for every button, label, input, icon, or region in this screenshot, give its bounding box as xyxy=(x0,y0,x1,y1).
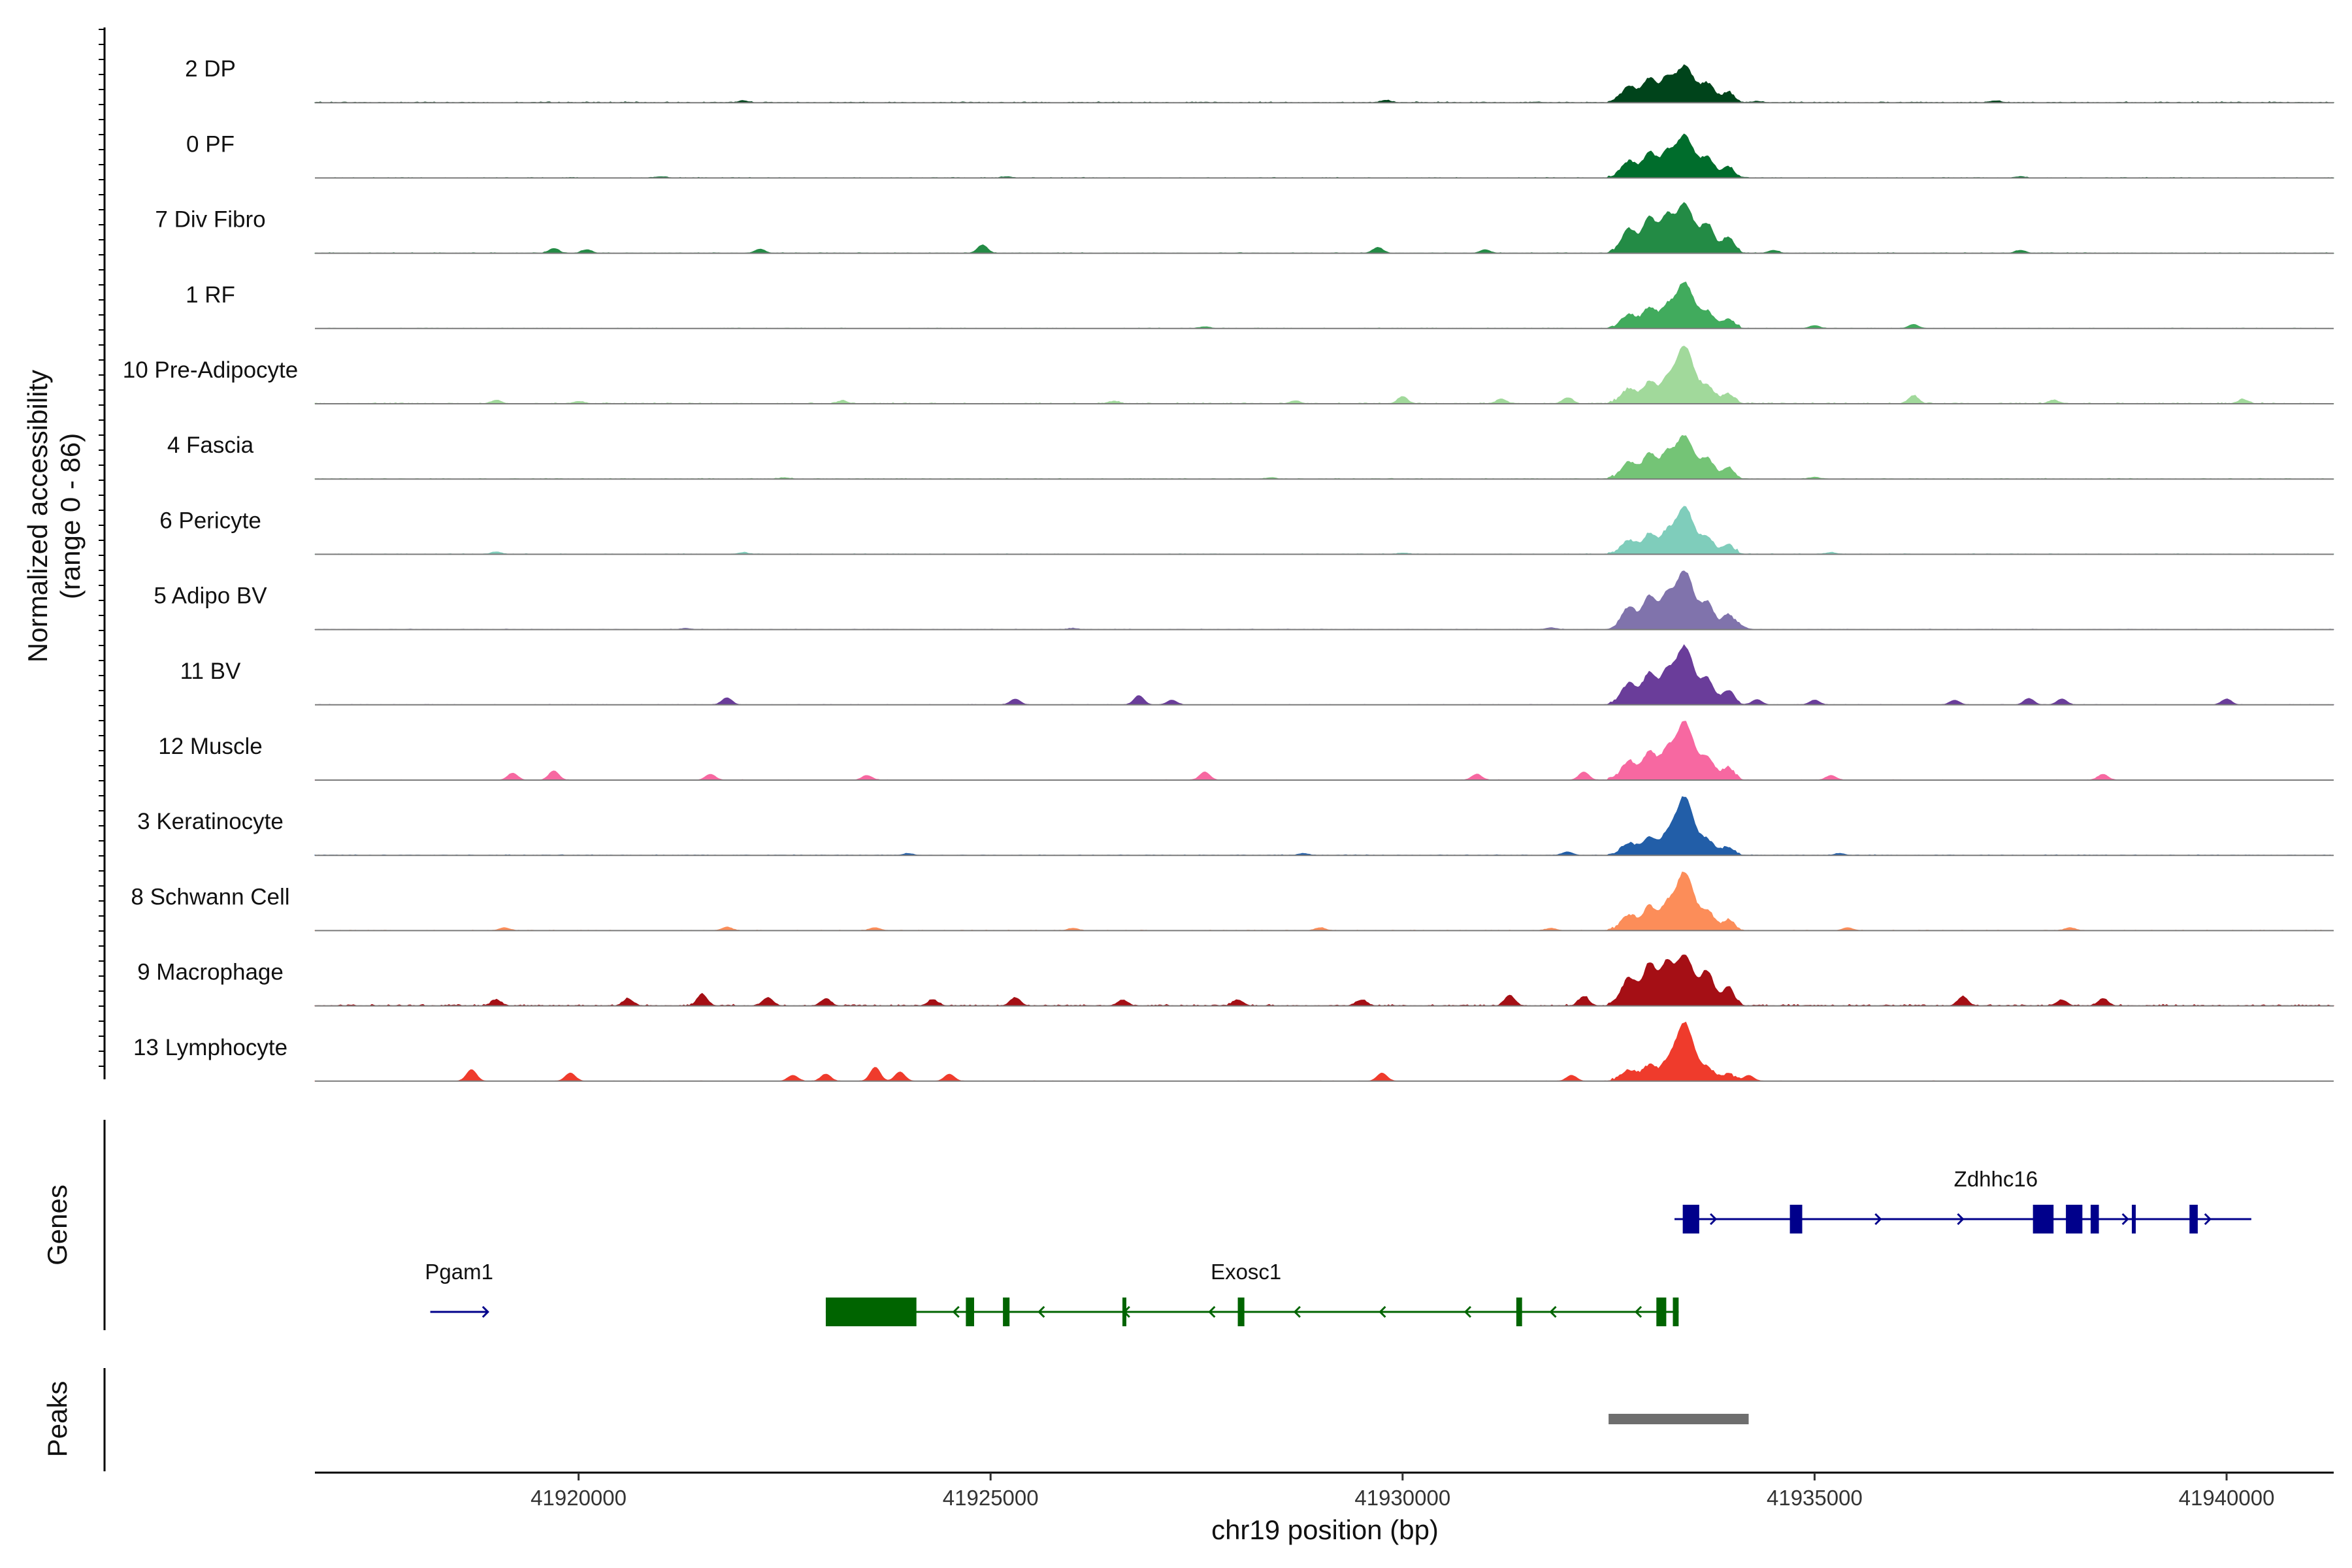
exon xyxy=(1789,1205,1803,1233)
gene-label: Exosc1 xyxy=(1211,1260,1281,1284)
track-6-pericyte: 6 Pericyte xyxy=(159,506,2334,555)
strand-chevron xyxy=(1874,1213,1882,1226)
track-label: 7 Div Fibro xyxy=(155,207,265,233)
gene-exosc1: Exosc1 xyxy=(825,1260,1679,1326)
strand-chevron xyxy=(1549,1305,1557,1318)
track-1-rf: 1 RF xyxy=(186,281,2334,329)
track-13-lymphocyte: 13 Lymphocyte xyxy=(133,1021,2334,1082)
x-tick-label: 41920000 xyxy=(531,1486,627,1510)
track-9-macrophage: 9 Macrophage xyxy=(137,954,2334,1007)
track-label: 0 PF xyxy=(186,131,235,157)
gene-pgam1: Pgam1 xyxy=(425,1260,493,1318)
strand-chevron xyxy=(482,1305,489,1318)
strand-chevron xyxy=(1293,1305,1301,1318)
strand-chevron xyxy=(1710,1213,1718,1226)
track-label: 8 Schwann Cell xyxy=(131,884,289,909)
track-10-pre-adipocyte: 10 Pre-Adipocyte xyxy=(123,346,2334,404)
strand-chevron xyxy=(1037,1305,1045,1318)
track-label: 2 DP xyxy=(185,56,236,82)
track-7-div-fibro: 7 Div Fibro xyxy=(155,202,2334,254)
track-label: 11 BV xyxy=(180,659,241,684)
strand-chevron xyxy=(1379,1305,1386,1318)
gene-label: Pgam1 xyxy=(425,1260,493,1284)
exon xyxy=(1682,1205,1699,1233)
genes-panel-title: Genes xyxy=(42,1184,73,1266)
strand-chevron xyxy=(1634,1305,1642,1318)
track-label: 12 Muscle xyxy=(158,734,263,759)
x-axis-ticks: 41920000 41925000 41930000 41935000 41940000 xyxy=(531,1473,2274,1510)
track-11-bv: 11 BV xyxy=(180,644,2334,706)
exon xyxy=(825,1298,917,1326)
gene-annotation-track: Zdhhc16 Exosc1 Pgam1 xyxy=(425,1167,2251,1326)
exon xyxy=(2066,1205,2083,1233)
track-label: 5 Adipo BV xyxy=(154,583,267,609)
x-tick-label: 41935000 xyxy=(1767,1486,1863,1510)
coverage-tracks: 2 DP 0 PF 7 Div Fibro 1 RF 10 Pre-Adipocyte 4… xyxy=(123,56,2334,1082)
x-axis-title: chr19 position (bp) xyxy=(1211,1514,1439,1545)
exon xyxy=(1673,1298,1679,1326)
track-label: 3 Keratinocyte xyxy=(137,809,284,834)
exon xyxy=(1122,1298,1126,1326)
exon xyxy=(1237,1298,1245,1326)
track-3-keratinocyte: 3 Keratinocyte xyxy=(137,796,2334,857)
track-5-adipo-bv: 5 Adipo BV xyxy=(154,570,2334,630)
exon xyxy=(1516,1298,1522,1326)
peaks-panel-title: Peaks xyxy=(42,1381,73,1458)
y-axis-title-line1: Normalized accessibility xyxy=(22,370,53,662)
gene-label: Zdhhc16 xyxy=(1954,1167,2038,1191)
track-label: 4 Fascia xyxy=(167,433,254,458)
peaks-track xyxy=(1609,1414,1749,1424)
x-tick-label: 41940000 xyxy=(2179,1486,2275,1510)
track-label: 10 Pre-Adipocyte xyxy=(123,357,298,383)
exon xyxy=(2189,1205,2198,1233)
exon xyxy=(1003,1298,1010,1326)
coverage-y-ticks xyxy=(99,29,105,1067)
track-4-fascia: 4 Fascia xyxy=(167,433,2334,480)
exon xyxy=(966,1298,974,1326)
exon xyxy=(1656,1298,1667,1326)
strand-chevron xyxy=(2204,1213,2212,1226)
track-2-dp: 2 DP xyxy=(185,56,2334,104)
track-0-pf: 0 PF xyxy=(186,131,2334,179)
strand-chevron xyxy=(2121,1213,2129,1226)
peak-region xyxy=(1609,1414,1749,1424)
x-tick-label: 41930000 xyxy=(1354,1486,1450,1510)
strand-chevron xyxy=(1463,1305,1472,1318)
exon xyxy=(2132,1205,2136,1233)
track-label: 13 Lymphocyte xyxy=(133,1035,287,1060)
x-tick-label: 41925000 xyxy=(943,1486,1039,1510)
gene-zdhhc16: Zdhhc16 xyxy=(1674,1167,2251,1233)
strand-chevron xyxy=(1208,1305,1216,1318)
track-label: 9 Macrophage xyxy=(137,960,284,985)
y-axis-title: Normalized accessibility (range 0 - 86) xyxy=(22,370,86,662)
exon xyxy=(2033,1205,2054,1233)
exon xyxy=(2090,1205,2099,1233)
track-label: 6 Pericyte xyxy=(159,508,261,533)
strand-chevron xyxy=(1957,1213,1965,1226)
y-axis-title-line2: (range 0 - 86) xyxy=(55,433,86,599)
track-label: 1 RF xyxy=(186,282,235,308)
track-12-muscle: 12 Muscle xyxy=(158,721,2334,781)
strand-chevron xyxy=(952,1305,960,1318)
track-8-schwann-cell: 8 Schwann Cell xyxy=(131,872,2334,932)
